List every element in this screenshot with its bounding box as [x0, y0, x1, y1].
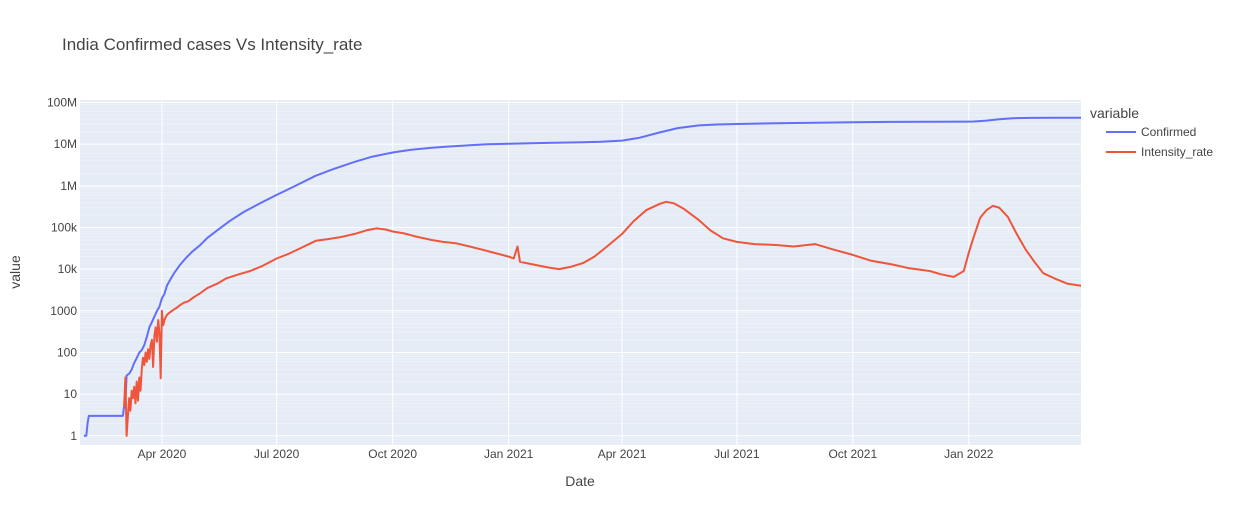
x-tick-label: Jan 2022 — [944, 447, 994, 461]
y-tick-label: 1000 — [50, 304, 77, 318]
y-tick-label: 1M — [60, 179, 77, 193]
y-tick-label: 100 — [57, 345, 77, 359]
series-line-confirmed[interactable] — [83, 116, 1081, 437]
legend-label: Intensity_rate — [1141, 145, 1213, 159]
x-tick-label: Oct 2021 — [828, 447, 877, 461]
plot-area[interactable] — [80, 100, 1081, 445]
chart-title: India Confirmed cases Vs Intensity_rate — [62, 35, 362, 54]
x-tick-label: Apr 2020 — [138, 447, 187, 461]
series-group — [83, 116, 1081, 437]
legend-title: variable — [1090, 105, 1139, 121]
x-axis-title: Date — [565, 473, 595, 489]
x-tick-label: Jan 2021 — [484, 447, 534, 461]
x-tick-label: Jul 2021 — [714, 447, 760, 461]
legend[interactable]: variable Confirmed Intensity_rate — [1090, 105, 1213, 159]
grid-lines — [80, 100, 1081, 446]
y-tick-label: 100M — [47, 96, 77, 110]
x-tick-labels: Apr 2020 Jul 2020 Oct 2020 Jan 2021 Apr 2021… — [138, 447, 994, 461]
y-tick-label: 10M — [54, 137, 77, 151]
x-tick-label: Oct 2020 — [368, 447, 417, 461]
legend-label: Confirmed — [1141, 125, 1196, 139]
y-tick-label: 100k — [51, 220, 78, 234]
x-tick-label: Apr 2021 — [598, 447, 647, 461]
y-tick-label: 10 — [64, 387, 78, 401]
series-line-intensity-rate[interactable] — [123, 200, 1081, 437]
y-tick-labels: 1 10 100 1000 10k 100k 1M 10M 100M — [47, 96, 78, 443]
x-tick-label: Jul 2020 — [254, 447, 300, 461]
y-tick-label: 10k — [58, 262, 78, 276]
y-tick-label: 1 — [70, 429, 77, 443]
legend-item-intensity-rate[interactable]: Intensity_rate — [1106, 145, 1213, 159]
y-axis-title: value — [7, 255, 23, 289]
legend-item-confirmed[interactable]: Confirmed — [1106, 125, 1196, 139]
